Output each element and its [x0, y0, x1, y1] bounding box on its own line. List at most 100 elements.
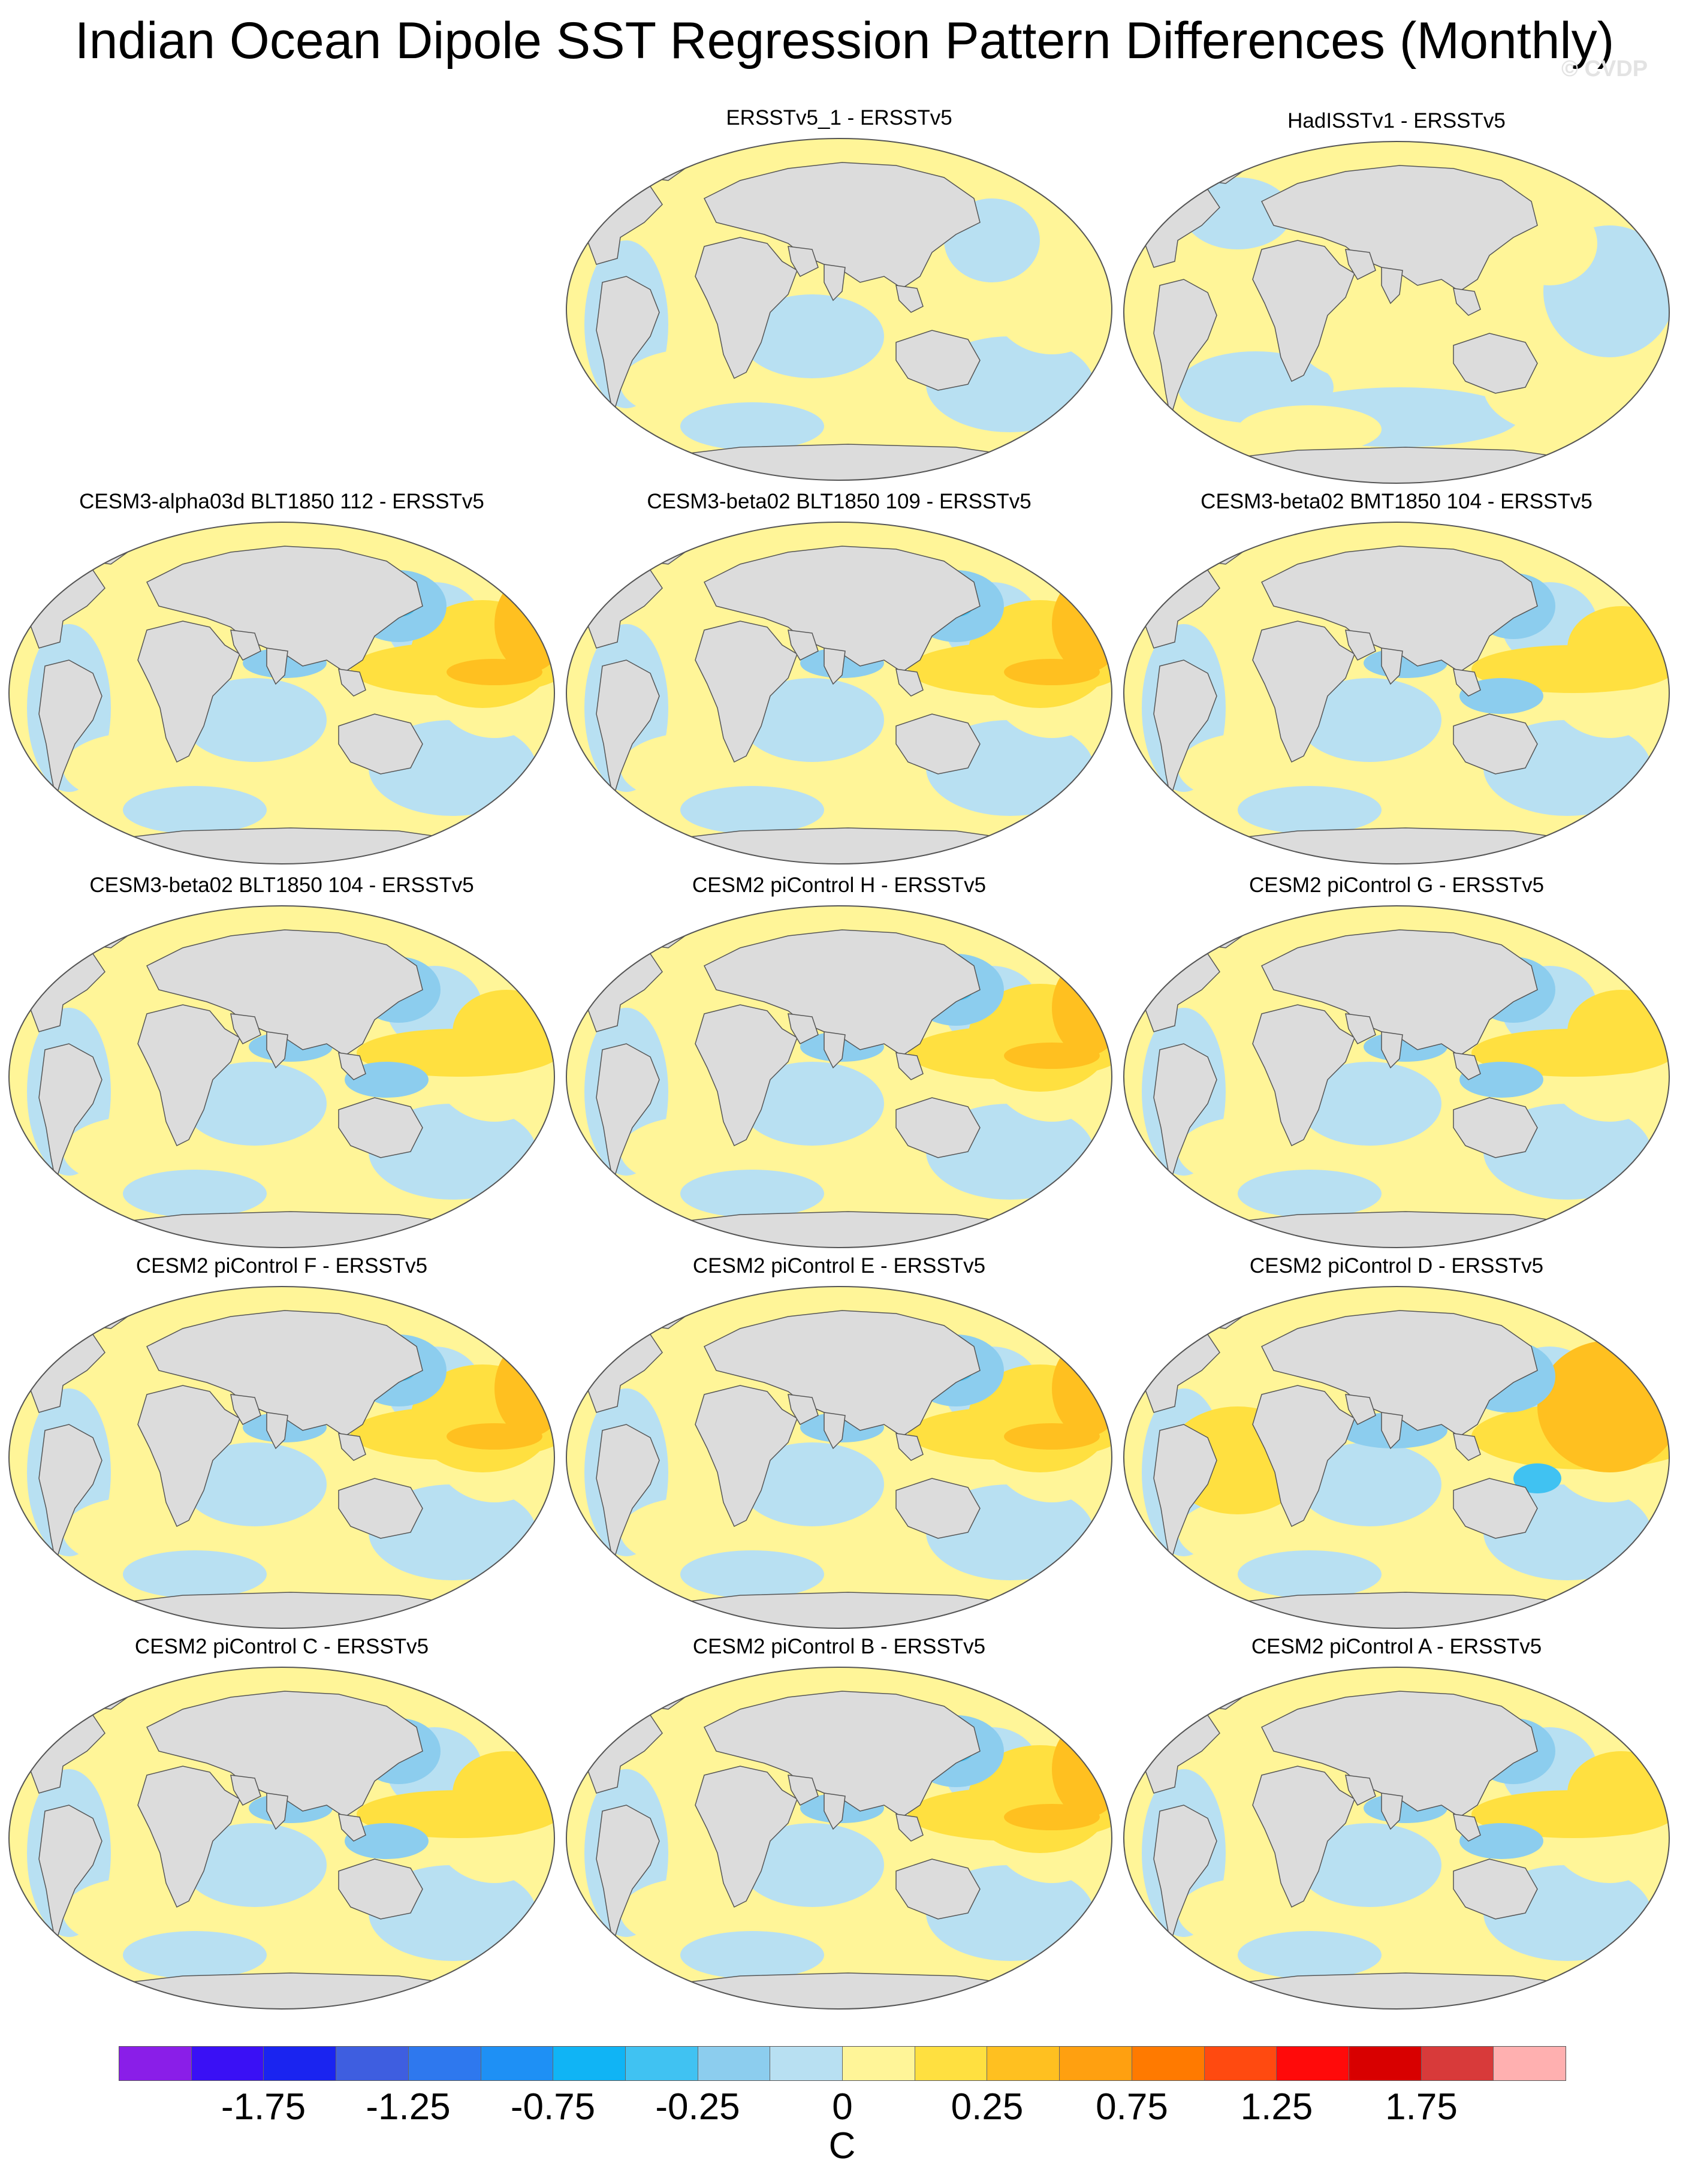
colorbar-swatch: [1349, 2047, 1422, 2080]
land-africa: [137, 1385, 240, 1528]
panel-title: CESM2 piControl A - ERSSTv5: [1251, 1635, 1542, 1658]
land-seasia: [338, 1433, 366, 1461]
land-eurasia: [703, 162, 981, 289]
sst-anomaly-contour: [1238, 1550, 1382, 1598]
land-india: [266, 1031, 288, 1069]
land-arabia: [1345, 629, 1376, 661]
sst-anomaly-contour: [1004, 1804, 1100, 1830]
colorbar-tick-label: 0.25: [951, 2086, 1024, 2128]
land-americas_s: [38, 659, 102, 799]
panel-title: CESM2 piControl G - ERSSTv5: [1248, 873, 1545, 897]
land-africa: [137, 1766, 240, 1908]
land-seasia: [895, 285, 924, 313]
world-map: [566, 905, 1112, 1248]
land-eurasia: [1260, 929, 1538, 1056]
land-eurasia: [1260, 1310, 1538, 1437]
sst-anomaly-contour: [345, 1823, 429, 1859]
land-arabia: [230, 1013, 261, 1044]
land-americas_s: [38, 1805, 102, 1944]
panel-title: CESM2 piControl D - ERSSTv5: [1249, 1254, 1544, 1278]
land-eurasia: [703, 1310, 981, 1437]
colorbar-swatch: [698, 2047, 771, 2080]
land-australia: [338, 1858, 423, 1920]
map-panel: CESM2 piControl A - ERSSTv5: [1118, 1634, 1675, 2017]
sst-anomaly-contour: [345, 1062, 429, 1098]
map-panel: CESM2 piControl E - ERSSTv5: [560, 1253, 1118, 1637]
colorbar-tick-label: -1.25: [366, 2086, 451, 2128]
colorbar-swatch: [1421, 2047, 1494, 2080]
land-americas_s: [1153, 1043, 1217, 1182]
land-india: [1381, 1793, 1403, 1830]
land-arabia: [230, 629, 261, 661]
sst-anomaly-contour: [1298, 1442, 1441, 1526]
land-arabia: [788, 246, 819, 277]
sst-anomaly-contour: [740, 1823, 884, 1907]
world-map: [8, 1667, 555, 2010]
land-africa: [1252, 620, 1355, 763]
panel-title: CESM2 piControl C - ERSSTv5: [134, 1635, 429, 1658]
land-seasia: [1453, 668, 1481, 697]
map-boundary: [1123, 905, 1670, 1248]
world-map: [8, 905, 555, 1248]
sst-anomaly-contour: [740, 1062, 884, 1146]
map-panel: CESM2 piControl H - ERSSTv5: [560, 872, 1118, 1256]
panel-title: ERSSTv5_1 - ERSSTv5: [726, 106, 952, 129]
sst-anomaly-contour: [1459, 678, 1543, 714]
map-boundary: [566, 1667, 1112, 2010]
sst-anomaly-contour: [740, 294, 884, 378]
map-panel: CESM2 piControl G - ERSSTv5: [1118, 872, 1675, 1256]
sst-anomaly-contour: [1513, 1463, 1561, 1493]
world-map: [1123, 522, 1670, 864]
land-seasia: [895, 1814, 924, 1842]
panel-title: CESM2 piControl H - ERSSTv5: [692, 873, 987, 897]
map-panel: CESM3-beta02 BLT1850 104 - ERSSTv5: [3, 872, 560, 1256]
sst-anomaly-contour: [447, 1423, 542, 1450]
land-australia: [1453, 1858, 1538, 1920]
sst-anomaly-contour: [183, 1062, 327, 1146]
colorbar-tick-label: -1.75: [221, 2086, 306, 2128]
sst-anomaly-contour: [123, 1931, 267, 1979]
sst-anomaly-contour: [1238, 1170, 1382, 1218]
map-boundary: [8, 1667, 555, 2010]
colorbar-tick-label: -0.75: [510, 2086, 596, 2128]
land-eurasia: [703, 929, 981, 1056]
land-arabia: [788, 1394, 819, 1425]
land-africa: [695, 1385, 798, 1528]
land-seasia: [895, 1433, 924, 1461]
sst-anomaly-contour: [1298, 678, 1441, 762]
land-americas_s: [596, 1424, 660, 1563]
land-australia: [895, 713, 981, 775]
land-india: [824, 647, 846, 685]
map-panel: CESM2 piControl C - ERSSTv5: [3, 1634, 560, 2017]
panel-title: HadISSTv1 - ERSSTv5: [1287, 109, 1506, 132]
land-eurasia: [1260, 1691, 1538, 1818]
world-map: [1123, 141, 1670, 484]
map-boundary: [1123, 1667, 1670, 2010]
land-arabia: [1345, 1775, 1376, 1806]
land-australia: [338, 713, 423, 775]
sst-anomaly-contour: [740, 678, 884, 762]
sst-anomaly-contour: [680, 402, 824, 450]
sst-anomaly-contour: [183, 678, 327, 762]
colorbar-tick-label: -0.25: [655, 2086, 740, 2128]
land-arabia: [1345, 249, 1376, 280]
map-boundary: [1123, 1286, 1670, 1629]
land-india: [1381, 1031, 1403, 1069]
world-map: [1123, 1667, 1670, 2010]
land-africa: [695, 1004, 798, 1147]
land-africa: [695, 620, 798, 763]
land-india: [1381, 267, 1403, 305]
land-africa: [695, 237, 798, 379]
sst-anomaly-contour: [680, 786, 824, 834]
colorbar-swatch: [1060, 2047, 1132, 2080]
world-map: [1123, 905, 1670, 1248]
colorbar-swatch: [915, 2047, 988, 2080]
land-africa: [695, 1766, 798, 1908]
land-arabia: [230, 1394, 261, 1425]
land-seasia: [338, 1814, 366, 1842]
colorbar-swatch: [264, 2047, 337, 2080]
colorbar-unit-label: C: [828, 2125, 856, 2167]
world-map: [566, 522, 1112, 864]
land-seasia: [1453, 1052, 1481, 1080]
colorbar-swatch: [119, 2047, 192, 2080]
